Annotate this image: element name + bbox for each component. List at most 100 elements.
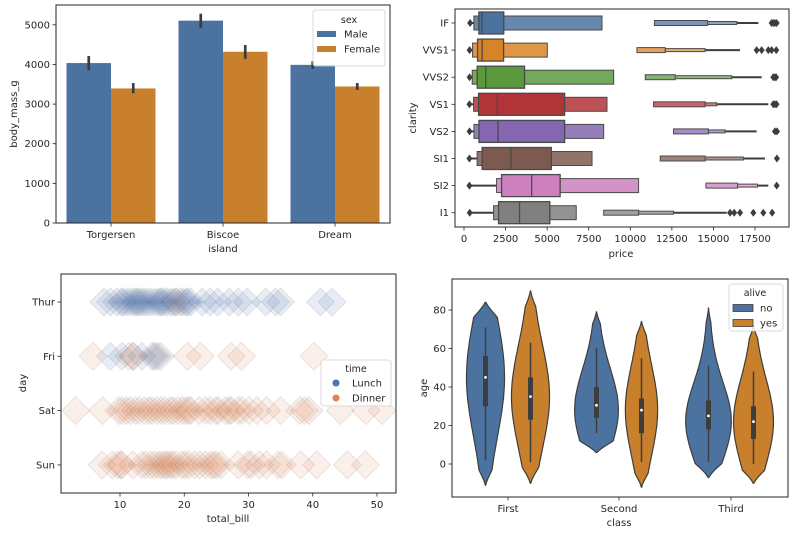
boxen-outlier — [769, 208, 776, 217]
strip-point — [155, 450, 185, 480]
strip-point — [317, 287, 347, 317]
boxen-outlier — [467, 19, 474, 27]
boxen-level-1-left — [472, 42, 479, 58]
boxen-level-1-left — [476, 151, 483, 166]
strip-point — [251, 395, 282, 426]
strip-point — [147, 450, 177, 480]
legend-box — [320, 359, 392, 407]
legend-swatch-female — [317, 46, 336, 52]
strip-point — [195, 287, 225, 317]
violin-no-second — [573, 311, 620, 453]
strip-point — [118, 287, 148, 317]
y-tick-label: 5000 — [25, 20, 50, 31]
strip-point — [305, 287, 336, 317]
strip-point — [201, 395, 231, 426]
boxen-outlier — [773, 181, 780, 190]
x-tick-label: 0 — [461, 234, 467, 245]
boxen-outlier — [466, 127, 473, 136]
boxen-vvs2 — [466, 65, 780, 89]
boxen-si2 — [466, 173, 780, 198]
x-tick-label: 10000 — [614, 234, 646, 245]
boxen-main-box — [477, 92, 566, 116]
strip-point — [150, 450, 180, 480]
y-tick-label: Sat — [39, 406, 55, 417]
x-tick-label: Second — [601, 504, 638, 515]
strip-point — [161, 287, 191, 317]
boxen-si1 — [466, 146, 780, 171]
strip-point — [105, 450, 136, 480]
strip-point — [223, 287, 253, 317]
strip-point — [184, 450, 215, 480]
strip-point — [114, 287, 145, 317]
boxen-vs1 — [466, 92, 780, 116]
strip-point — [118, 341, 148, 372]
strip-point — [129, 395, 160, 426]
strip-point — [227, 395, 257, 426]
boxen-outlier — [727, 208, 734, 217]
violin-median — [529, 395, 532, 399]
strip-point — [142, 341, 172, 372]
boxen-outlier — [773, 100, 780, 109]
strip-point — [137, 341, 167, 372]
y-tick-label: VVS2 — [423, 73, 449, 84]
bar-female-biscoe — [223, 51, 268, 224]
strip-point — [136, 450, 166, 480]
strip-point — [139, 287, 170, 317]
boxen-main-box — [476, 65, 526, 89]
x-tick-label: Third — [717, 504, 744, 515]
y-tick-label: 2000 — [25, 139, 50, 150]
x-axis-label: class — [607, 518, 632, 529]
strip-point — [158, 287, 189, 317]
strip-point — [137, 395, 167, 426]
strip-point — [163, 395, 193, 426]
boxen-level-1 — [503, 15, 603, 31]
strip-point — [202, 287, 233, 317]
boxen-outlier — [773, 19, 780, 27]
strip-point — [175, 287, 206, 317]
boxen-level-3 — [707, 129, 726, 134]
legend: alive no yes — [728, 283, 784, 332]
strip-point — [127, 341, 157, 372]
legend-label-male: Male — [344, 30, 368, 41]
strip-point — [124, 395, 154, 426]
boxen-outlier — [773, 154, 780, 163]
x-tick-label: 5000 — [534, 234, 559, 245]
violin-yes-second — [624, 320, 659, 488]
boxen-level-2 — [653, 20, 709, 26]
boxen-level-1 — [550, 151, 593, 166]
strip-point — [294, 395, 324, 426]
boxen-outlier — [737, 208, 744, 217]
boxen-level-2 — [659, 155, 706, 162]
strip-point — [104, 395, 134, 426]
strip-point — [149, 287, 180, 317]
boxen-level-1 — [503, 42, 548, 58]
strip-point — [350, 450, 381, 480]
y-tick-label: IF — [440, 19, 449, 30]
series-lunch — [89, 287, 347, 372]
strip-point — [150, 395, 180, 426]
strip-point — [216, 341, 246, 372]
x-axis-label: total_bill — [207, 514, 250, 525]
x-tick-label: 17500 — [739, 234, 771, 245]
legend-label-yes: yes — [760, 319, 777, 330]
boxen-level-1-left — [473, 123, 480, 139]
strip-point — [285, 450, 316, 480]
strip-point — [127, 287, 157, 317]
boxen-main-box — [478, 11, 505, 35]
strip-point — [143, 287, 173, 317]
boxen-level-3 — [707, 21, 738, 25]
violin-median — [595, 403, 598, 407]
x-tick-label: 50 — [371, 500, 384, 511]
y-tick-label: 4000 — [25, 60, 50, 71]
boxen-level-2 — [673, 128, 709, 135]
strip-point — [107, 341, 137, 372]
strip-point — [95, 341, 126, 372]
y-tick-label: Thur — [31, 298, 56, 309]
boxen-main-box — [476, 38, 505, 62]
strip-point — [102, 450, 133, 480]
strip-point — [206, 450, 236, 480]
boxen-level-2 — [636, 47, 666, 54]
y-axis-label: age — [419, 379, 430, 398]
plot-frame — [60, 273, 397, 494]
